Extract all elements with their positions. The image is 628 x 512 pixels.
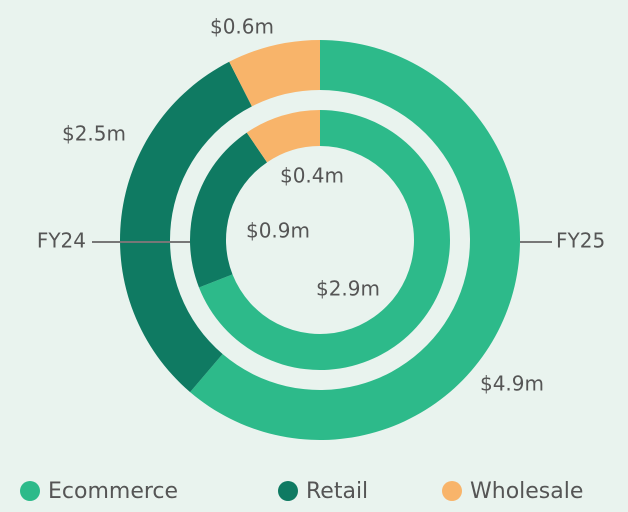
data-label: $0.4m <box>280 164 344 188</box>
legend-marker <box>442 481 462 501</box>
data-label: $0.9m <box>246 219 310 243</box>
series-name: FY25 <box>556 229 605 253</box>
data-label: $2.5m <box>62 122 126 146</box>
donut-segment <box>119 61 252 393</box>
legend-label: Wholesale <box>470 479 583 504</box>
donut-segment <box>229 40 320 107</box>
legend-label: Ecommerce <box>48 479 178 504</box>
donut-segment <box>190 40 520 440</box>
legend-label: Retail <box>306 479 368 504</box>
legend-marker <box>278 481 298 501</box>
data-label: $0.6m <box>210 15 274 39</box>
donut-segment <box>246 110 320 163</box>
data-label: $2.9m <box>316 277 380 301</box>
donut-segment <box>190 132 268 288</box>
data-label: $4.9m <box>480 372 544 396</box>
series-name: FY24 <box>37 229 86 253</box>
legend-marker <box>20 481 40 501</box>
